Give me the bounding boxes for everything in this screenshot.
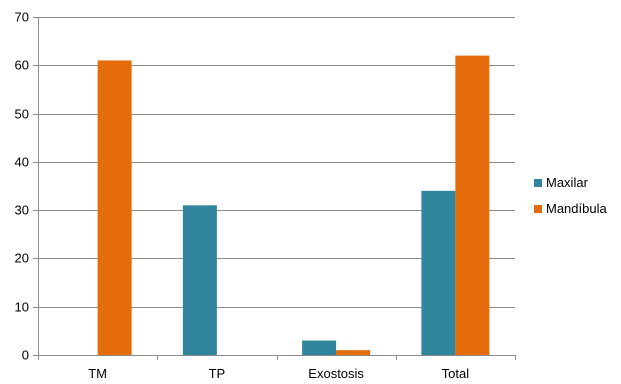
legend-label: Maxilar — [546, 175, 589, 190]
y-tick-label: 50 — [15, 107, 29, 122]
x-tick-label: TM — [88, 366, 107, 379]
legend: Maxilar Mandíbula — [534, 175, 607, 216]
bars — [97, 55, 490, 355]
y-tick-label: 60 — [15, 58, 29, 73]
y-tick-label: 30 — [15, 203, 29, 218]
x-tick-label: TP — [209, 366, 226, 379]
y-tick-label: 40 — [15, 155, 29, 170]
bar-maxilar-tp — [182, 205, 217, 355]
bar-maxilar-total — [421, 190, 456, 355]
y-tick-label: 20 — [15, 251, 29, 266]
bar-mandíbula-tm — [97, 60, 132, 355]
x-tick-label: Exostosis — [308, 366, 364, 379]
x-tick-label: Total — [442, 366, 470, 379]
legend-swatch-mandíbula — [534, 205, 542, 213]
axes: 0 10 20 30 40 50 60 70 TM TP Exostosis Total — [15, 10, 516, 381]
bar-maxilar-exostosis — [302, 340, 337, 355]
legend-swatch-maxilar — [534, 179, 542, 187]
legend-label: Mandíbula — [546, 201, 607, 216]
y-tick-label: 0 — [22, 348, 29, 363]
y-tick-label: 10 — [15, 300, 29, 315]
bar-mandíbula-total — [455, 55, 490, 355]
y-tick-label: 70 — [15, 10, 29, 25]
bar-mandíbula-exostosis — [336, 350, 371, 355]
